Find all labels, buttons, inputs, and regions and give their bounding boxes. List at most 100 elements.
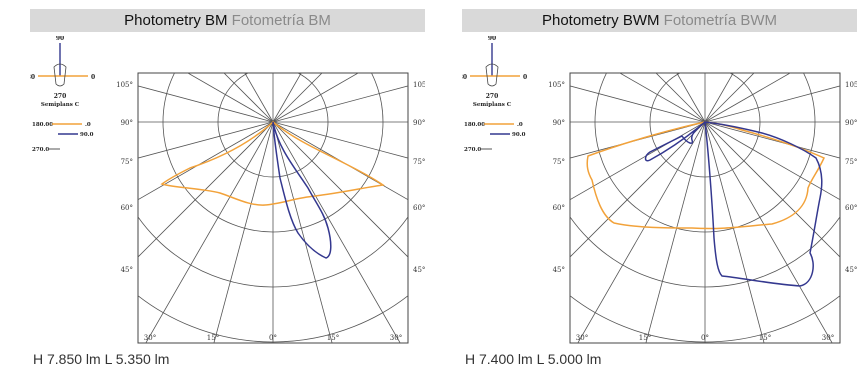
c-plane-legend: 90 180 0 270 Semiplans C 180.00 .0 90.0 … [22, 35, 100, 211]
angle-label-left-75: 75° [121, 158, 133, 166]
legend-entry-180-label: 180.00 [464, 122, 485, 128]
angle-label-right-90: 90° [413, 119, 425, 127]
grid-ray [704, 121, 840, 258]
legend-entry-90-value: 90.0 [80, 132, 94, 138]
angle-label-right-105: 105° [845, 81, 857, 89]
legend-left-label: 180 [462, 74, 467, 81]
intensity-curve-c90-upper [644, 121, 706, 162]
grid-ray [570, 121, 706, 258]
angle-label-left-60: 60° [121, 204, 133, 212]
grid-ray [272, 121, 408, 258]
grid-ray [577, 121, 706, 343]
legend-bottom-label: 270 [486, 93, 499, 100]
grid-ray [704, 121, 840, 159]
title-english: Photometry BM [124, 12, 228, 29]
grid-ray [272, 121, 333, 343]
angle-label-bottom-30-right: 30° [822, 334, 834, 342]
photometry-panel-bwm: Photometry BWM Fotometría BWM 90 180 0 2… [454, 0, 859, 379]
legend-top-label: 90 [488, 36, 496, 42]
grid-ray [570, 85, 706, 123]
grid-ray [223, 73, 274, 123]
angle-label-right-75: 75° [413, 158, 425, 166]
grid-ray [676, 73, 706, 123]
c-plane-legend-graphic: 90 180 0 270 Semiplans C 180.00 .0 90.0 … [22, 35, 95, 153]
intensity-curve-c0-180 [586, 121, 826, 230]
grid-ray [570, 121, 706, 159]
grid-ray [187, 73, 274, 123]
angle-label-left-90: 90° [553, 119, 565, 127]
grid-lines [570, 73, 840, 343]
grid-ray [272, 73, 302, 123]
legend-entry-270-label: 270.0 [464, 147, 481, 153]
angle-label-bottom-15-right: 15° [759, 334, 771, 342]
grid-ray [704, 121, 765, 343]
angle-label-left-75: 75° [553, 158, 565, 166]
angle-label-left-45: 45° [553, 266, 565, 274]
angle-label-right-90: 90° [845, 119, 857, 127]
c-plane-legend-graphic: 90 180 0 270 Semiplans C 180.00 .0 90.0 … [454, 35, 527, 153]
grid-ray [704, 85, 840, 123]
grid-ray [244, 73, 274, 123]
angle-label-right-45: 45° [845, 266, 857, 274]
angle-label-bottom-30-left: 30° [576, 334, 588, 342]
intensity-curve-c90-lower [704, 121, 823, 287]
grid-ray [213, 121, 274, 343]
grid-ray [272, 85, 408, 123]
grid-ray [272, 121, 408, 159]
grid-ray [272, 73, 323, 123]
grid-circle [138, 216, 408, 288]
intensity-curve-c90 [272, 121, 332, 259]
photometry-panel-bm: Photometry BM Fotometría BM 90 180 0 270… [22, 0, 430, 379]
legend-caption: Semiplans C [473, 102, 512, 108]
grid-ray [655, 73, 706, 123]
intensity-curve-c0-180 [160, 121, 385, 206]
angle-label-left-105: 105° [116, 81, 133, 89]
grid-ray [645, 121, 706, 343]
panel-title: Photometry BWM Fotometría BWM [462, 9, 857, 32]
luminous-flux-readout: H 7.850 lm L 5.350 lm [33, 351, 170, 367]
grid-ray [704, 121, 840, 201]
bottom-angle-labels: 30° 15° 0° 15° 30° [144, 334, 402, 342]
grid-circle [570, 295, 840, 343]
title-english: Photometry BWM [541, 12, 660, 29]
angle-label-right-60: 60° [413, 204, 425, 212]
angle-label-bottom-30-right: 30° [390, 334, 402, 342]
angle-label-bottom-0: 0° [269, 334, 277, 342]
polar-photometric-diagram: 105° 90° 75° 60° 45° 105° 90° 75° 60° 45… [100, 48, 430, 344]
legend-entry-180-label: 180.00 [32, 122, 53, 128]
grid-ray [145, 121, 274, 343]
luminaire-outline-icon [485, 63, 499, 87]
angle-label-left-60: 60° [553, 204, 565, 212]
angle-label-right-75: 75° [845, 158, 857, 166]
legend-bottom-label: 270 [54, 93, 67, 100]
grid-lines [138, 73, 408, 343]
title-spanish: Fotometría BWM [663, 12, 778, 29]
grid-ray [138, 121, 274, 258]
angle-label-left-45: 45° [121, 266, 133, 274]
c-plane-legend: 90 180 0 270 Semiplans C 180.00 .0 90.0 … [454, 35, 532, 211]
luminaire-outline-icon [53, 63, 67, 87]
grid-ray [619, 73, 706, 123]
legend-entry-0-value: .0 [517, 122, 523, 128]
angle-label-bottom-30-left: 30° [144, 334, 156, 342]
legend-entry-270-label: 270.0 [32, 147, 49, 153]
title-spanish: Fotometría BM [231, 12, 331, 29]
angle-label-bottom-15-left: 15° [207, 334, 219, 342]
luminous-flux-readout: H 7.400 lm L 5.000 lm [465, 351, 602, 367]
angle-label-left-105: 105° [548, 81, 565, 89]
grid-ray [272, 121, 401, 343]
angle-label-bottom-15-right: 15° [327, 334, 339, 342]
grid-ray [704, 73, 734, 123]
grid-ray [704, 73, 791, 123]
legend-top-label: 90 [56, 36, 64, 42]
grid-ray [272, 121, 408, 201]
legend-entry-0-value: .0 [85, 122, 91, 128]
grid-ray [272, 73, 359, 123]
legend-caption: Semiplans C [41, 102, 80, 108]
grid-ray [138, 121, 274, 201]
grid-ray [138, 121, 274, 159]
angle-label-left-90: 90° [121, 119, 133, 127]
legend-entry-90-value: 90.0 [512, 132, 526, 138]
angle-label-right-45: 45° [413, 266, 425, 274]
grid-ray [138, 85, 274, 123]
